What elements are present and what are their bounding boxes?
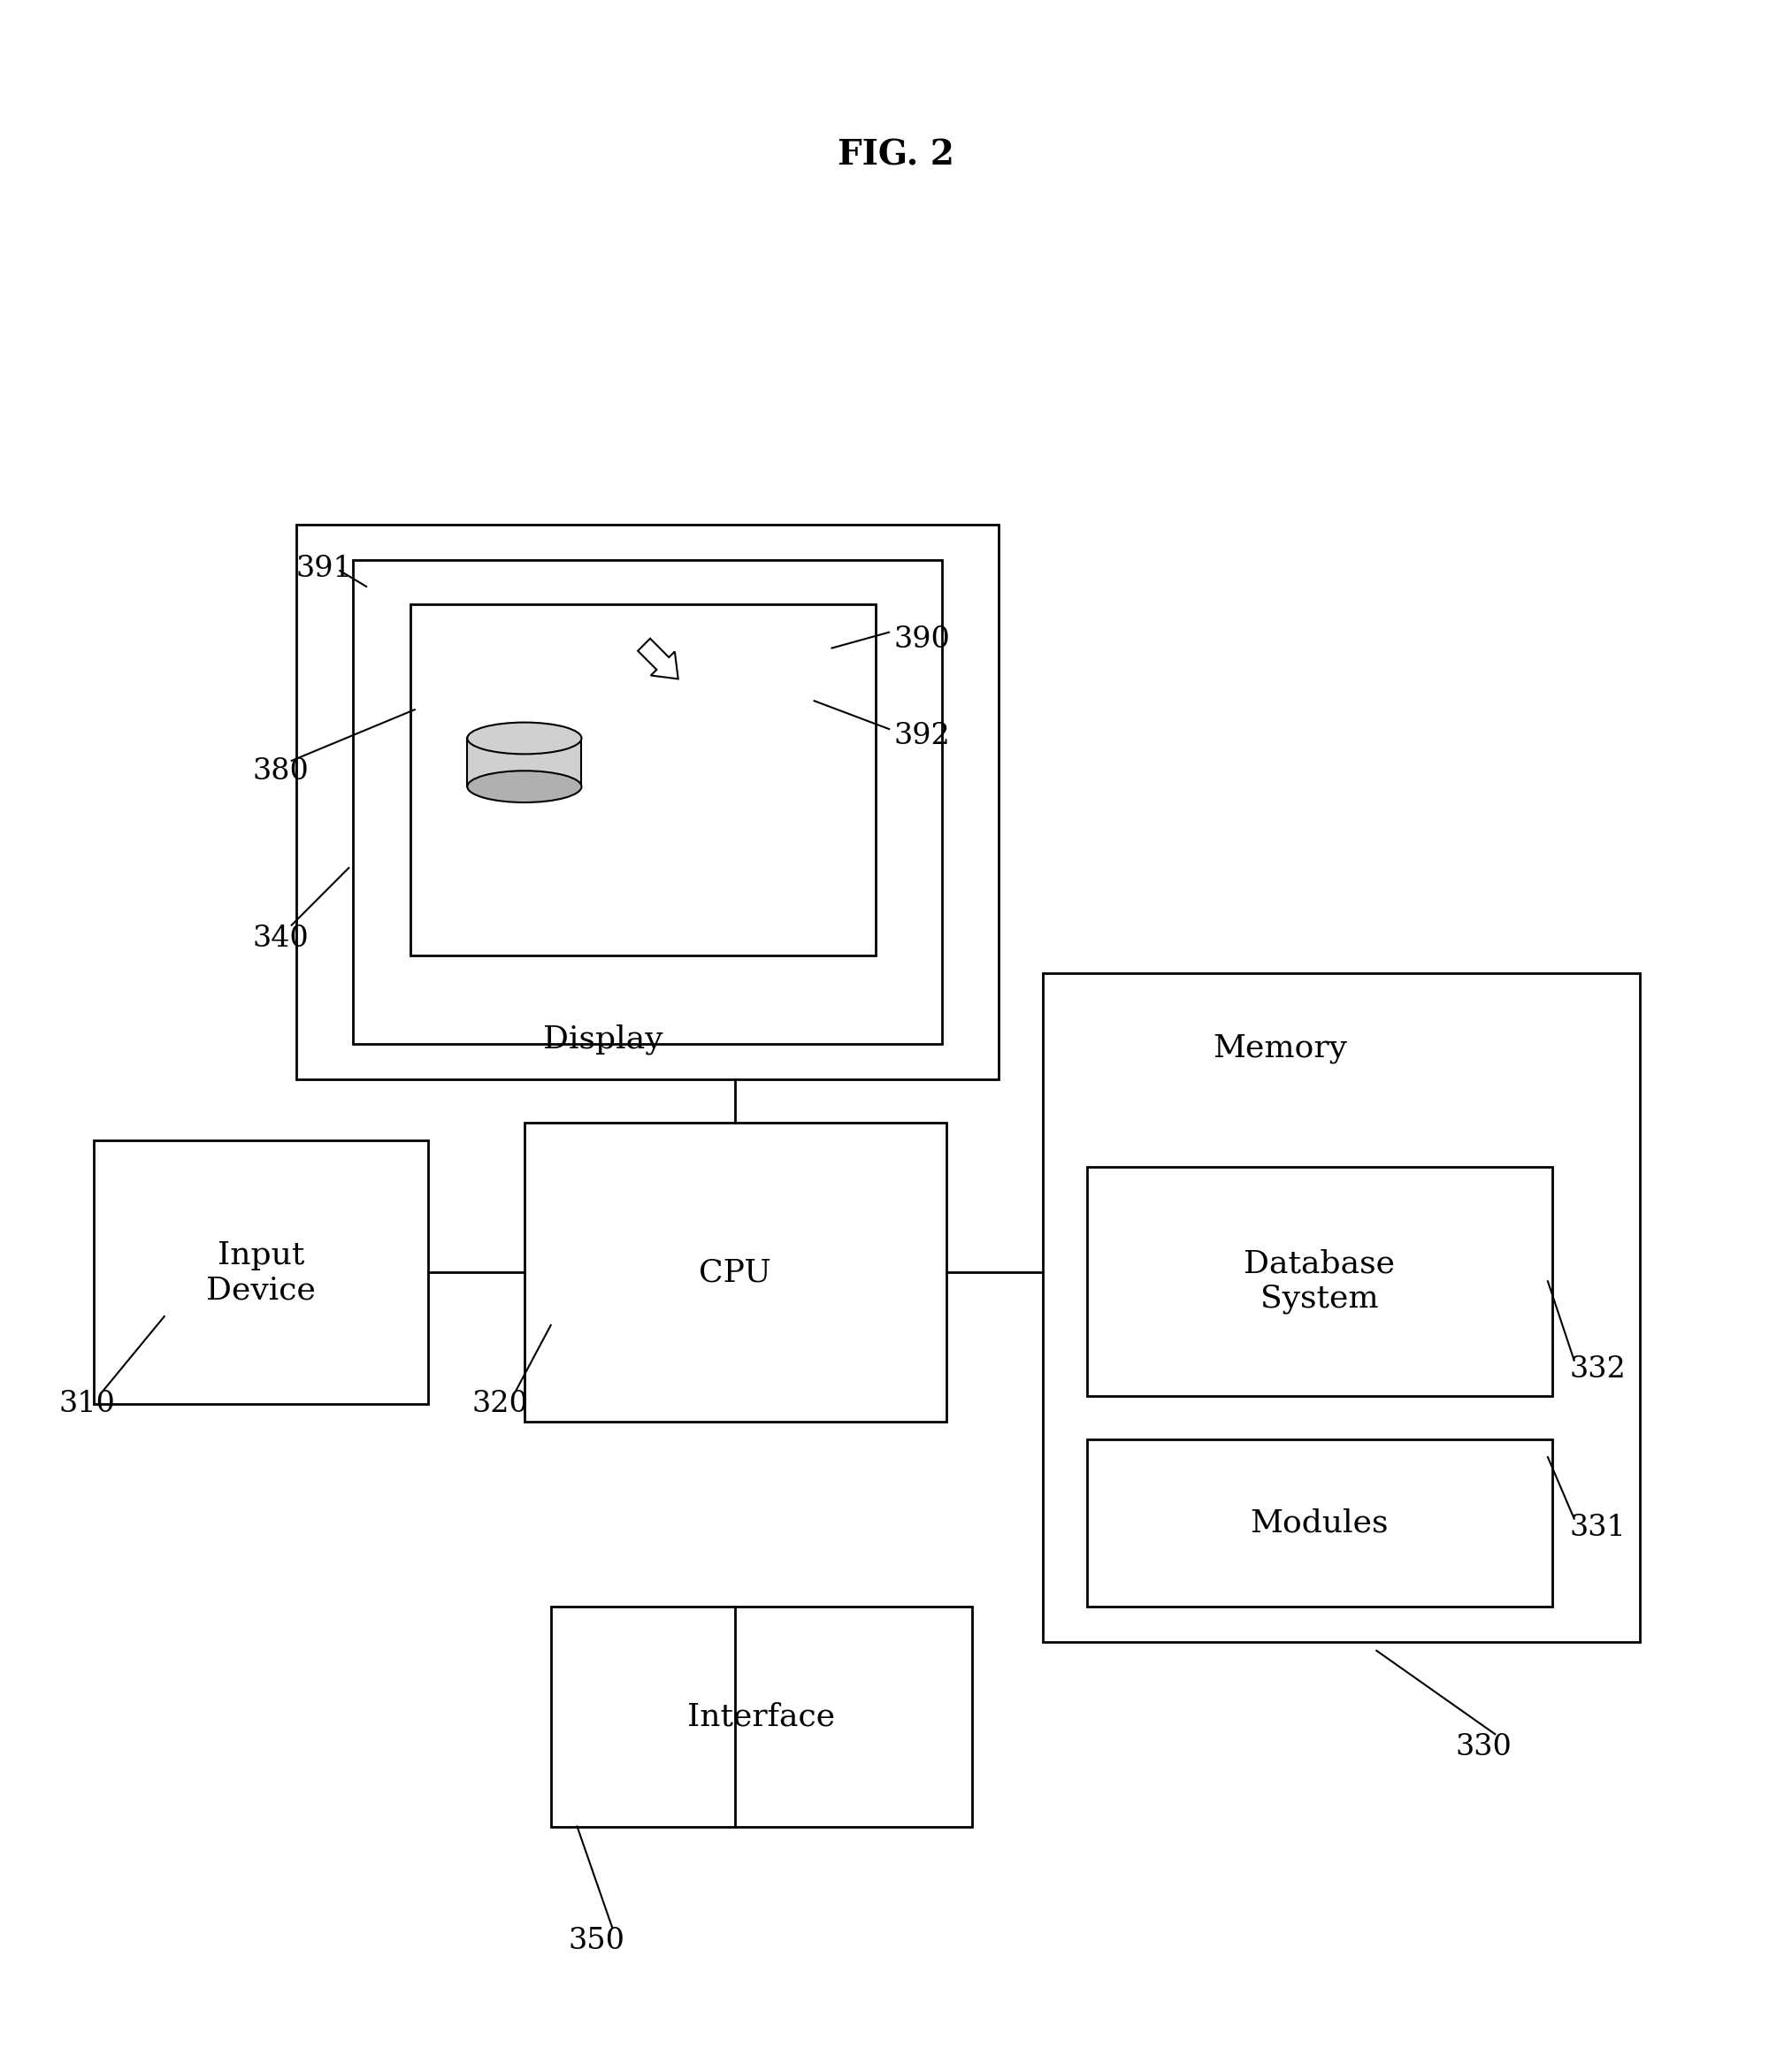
Text: 332: 332 (1570, 1355, 1625, 1384)
Text: 350: 350 (568, 1926, 625, 1955)
Bar (1086, 1168, 1552, 1396)
Text: 340: 340 (253, 923, 308, 952)
Text: Input
Device: Input Device (206, 1240, 315, 1306)
Text: 380: 380 (253, 757, 308, 785)
Bar (410, 604, 876, 956)
Text: Interface: Interface (688, 1702, 835, 1731)
Bar (550, 1606, 973, 1826)
Text: 310: 310 (59, 1390, 115, 1419)
Polygon shape (638, 639, 677, 678)
Text: Modules: Modules (1251, 1507, 1389, 1538)
Text: 331: 331 (1570, 1513, 1625, 1542)
Bar (296, 524, 998, 1079)
Bar (525, 1123, 946, 1423)
Text: Display: Display (543, 1024, 663, 1055)
Text: Database
System: Database System (1244, 1248, 1394, 1314)
Text: 391: 391 (296, 555, 353, 584)
Bar (1043, 972, 1640, 1643)
Text: FIG. 2: FIG. 2 (837, 140, 955, 173)
Bar (468, 738, 582, 787)
Text: 320: 320 (471, 1390, 529, 1419)
Bar (1086, 1439, 1552, 1606)
Ellipse shape (468, 771, 582, 802)
Text: Memory: Memory (1213, 1034, 1348, 1063)
Bar (93, 1141, 428, 1404)
Text: CPU: CPU (699, 1258, 771, 1287)
Text: 390: 390 (894, 625, 950, 654)
Ellipse shape (468, 722, 582, 755)
Bar (353, 559, 941, 1044)
Text: 330: 330 (1455, 1733, 1512, 1762)
Text: 392: 392 (894, 722, 950, 750)
